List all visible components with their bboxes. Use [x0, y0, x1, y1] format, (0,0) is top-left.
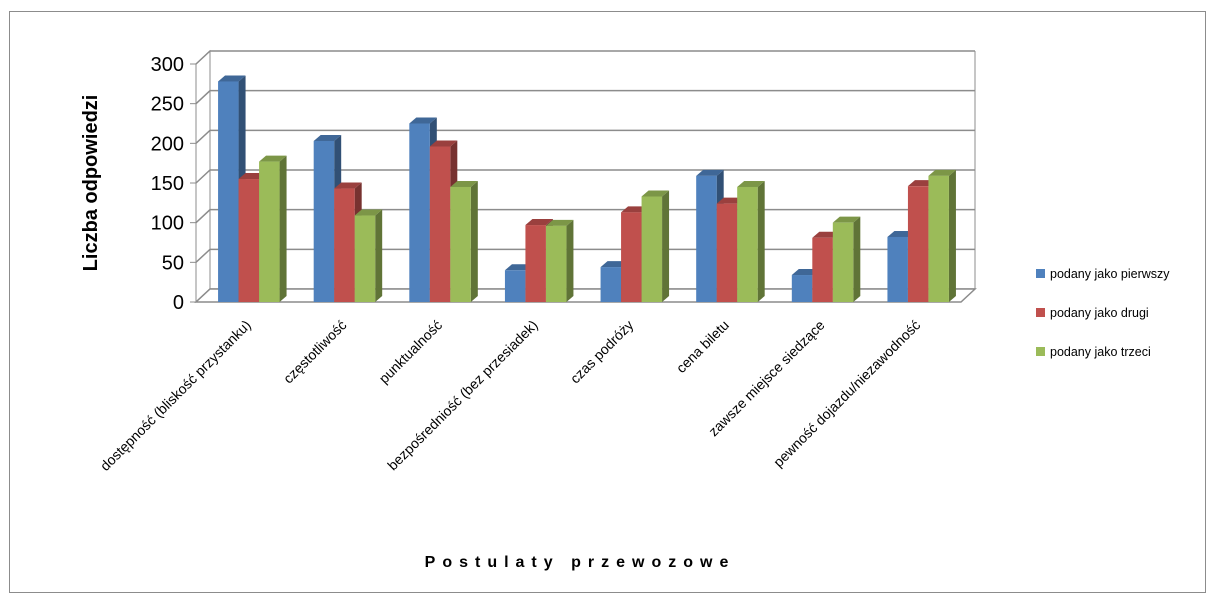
x-tick-label: czas podróży — [567, 317, 637, 387]
y-axis-ticks: 0 50 100 150 200 250 300 — [151, 54, 196, 314]
legend-swatch — [1036, 269, 1045, 278]
bar — [259, 155, 287, 302]
x-tick-label: cena biletu — [673, 317, 732, 376]
legend-label: podany jako trzeci — [1050, 345, 1151, 359]
legend-item: podany jako pierwszy — [1036, 267, 1170, 281]
legend-item: podany jako drugi — [1036, 306, 1149, 320]
x-axis-ticks: dostępność (bliskość przystanku) częstotl… — [97, 317, 923, 474]
x-tick-label: częstotliwość — [280, 317, 350, 387]
bar-chart: 0 50 100 150 200 250 300 dostępność (bliskość … — [80, 49, 1170, 571]
legend-swatch — [1036, 308, 1045, 317]
gridline — [195, 89, 975, 105]
bar — [354, 209, 383, 302]
gridline — [195, 129, 975, 144]
bar — [450, 180, 478, 302]
legend-label: podany jako drugi — [1050, 306, 1149, 320]
y-tick-label: 150 — [151, 173, 184, 195]
legend-label: podany jako pierwszy — [1050, 267, 1170, 281]
x-tick-label: dostępność (bliskość przystanku) — [97, 317, 254, 474]
y-tick-label: 200 — [151, 133, 184, 155]
legend-swatch — [1036, 347, 1045, 356]
bar — [832, 216, 861, 302]
legend: podany jako pierwszy podany jako drugi pod… — [1036, 267, 1170, 359]
x-tick-label: punktualność — [376, 317, 446, 387]
y-tick-label: 100 — [151, 213, 184, 235]
legend-item: podany jako trzeci — [1036, 345, 1151, 359]
gridline — [195, 50, 975, 65]
x-tick-label: bezpośredniość (bez przesiadek) — [384, 317, 541, 474]
y-axis-title: Liczba odpowiedzi — [80, 95, 102, 272]
bar — [641, 190, 670, 302]
chart-area: 0 50 100 150 200 250 300 dostępność (bliskość … — [9, 11, 1206, 593]
y-tick-label: 300 — [151, 54, 184, 76]
bar — [928, 169, 956, 302]
x-axis-title: Postulaty przewozowe — [425, 554, 736, 571]
bar — [545, 219, 574, 302]
y-tick-label: 50 — [162, 252, 184, 274]
y-tick-label: 0 — [173, 292, 184, 314]
bar — [737, 180, 765, 302]
y-tick-label: 250 — [151, 94, 184, 116]
bars — [218, 75, 956, 302]
